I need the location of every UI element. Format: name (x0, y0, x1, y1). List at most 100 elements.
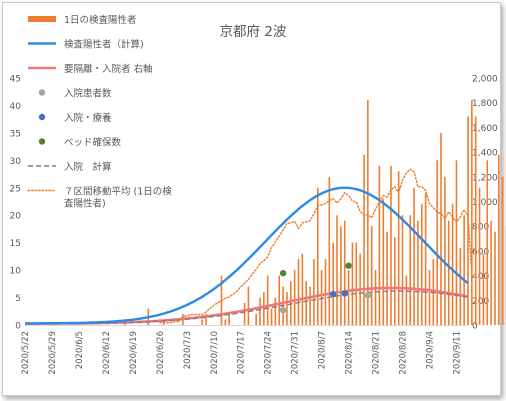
legend-item-hosp_calc: 入院 計算 (28, 161, 112, 173)
daily-positive-bar (471, 99, 473, 325)
legend-label-line: 入院・療養 (64, 112, 112, 124)
legend-label-line: 入院患者数 (64, 88, 112, 100)
daily-positive-bar (490, 220, 492, 325)
daily-positive-bar (228, 314, 230, 325)
left-axis-tick-label: 10 (10, 267, 22, 277)
legend-swatch (28, 16, 56, 22)
daily-positive-bar (459, 248, 462, 325)
legend-label: 入院・療養 (64, 112, 112, 124)
positive-calc-curve (25, 186, 469, 325)
legend-item-inpatients: 入院患者数 (38, 88, 112, 100)
daily-positive-bar (305, 281, 308, 325)
x-axis-tick-label: 2020/6/12 (102, 331, 112, 375)
daily-positive-bar (436, 160, 438, 325)
x-axis-tick-label: 2020/9/11 (452, 331, 462, 375)
x-axis-tick-label: 2020/5/29 (48, 331, 58, 375)
x-axis-tick-label: 2020/6/19 (129, 331, 139, 375)
left-axis-tick-label: 5 (15, 294, 21, 304)
daily-positive-bar (455, 160, 458, 325)
daily-positive-bar (313, 259, 315, 325)
legend-item-daily: 1日の検査陽性者 (28, 14, 137, 26)
x-axis-tick-label: 2020/7/31 (291, 331, 301, 375)
legend-label: ７区間移動平均 (1日の検査陽性者) (64, 186, 172, 210)
x-axis-tick-label: 2020/5/22 (21, 331, 31, 375)
x-axis-tick-label: 2020/7/3 (183, 331, 193, 369)
hospitalized-calc-curve (25, 290, 469, 325)
daily-positive-bar (447, 220, 450, 325)
x-axis-tick-label: 2020/8/28 (399, 331, 409, 375)
x-axis-tick-label: 2020/9/4 (425, 331, 435, 369)
chart-title: 京都府 2波 (220, 24, 287, 40)
daily-positive-bar (451, 204, 454, 325)
x-axis-tick-label: 2020/6/26 (156, 331, 166, 375)
daily-positive-bar (205, 314, 207, 325)
left-axis-tick-label: 40 (10, 102, 22, 112)
daily-positive-bar (328, 176, 331, 325)
x-axis-tick-label: 2020/8/14 (345, 331, 355, 375)
legend-label: 入院患者数 (64, 88, 112, 100)
legend-label-line: 入院 計算 (64, 161, 112, 173)
legend-label-line: 検査陽性者（計算) (64, 39, 144, 51)
daily-positive-bar (255, 314, 257, 325)
legend-label-line: 要隔離・入院者 右軸 (64, 63, 153, 75)
daily-positive-bar (290, 281, 292, 325)
daily-positive-bar (309, 286, 311, 325)
left-axis-tick-label: 0 (15, 322, 21, 332)
legend-label: 要隔離・入院者 右軸 (64, 63, 153, 75)
recuperation-marker (329, 290, 337, 298)
inpatients-marker (364, 292, 372, 299)
x-axis-tick-label: 2020/7/24 (264, 331, 274, 375)
daily-positive-bar (444, 176, 446, 325)
daily-positive-bar (243, 303, 246, 325)
legend-label: 1日の検査陽性者 (64, 14, 137, 26)
daily-positive-bar (417, 220, 419, 325)
daily-positive-bar (320, 270, 323, 325)
inpatients-marker (279, 306, 287, 314)
daily-positive-bar (482, 253, 485, 325)
daily-positive-bar (278, 275, 281, 325)
x-axis-tick-label: 2020/7/10 (210, 331, 220, 375)
beds-marker (279, 269, 287, 277)
daily-positive-bar (351, 242, 354, 325)
daily-positive-bar (386, 231, 388, 325)
legend-label: ベッド確保数 (64, 137, 122, 149)
chart-frame (2, 2, 501, 396)
right-axis-tick-label: 1,800 (472, 99, 498, 109)
right-axis-tick-label: 1,400 (472, 149, 498, 159)
daily-positive-bar (420, 204, 423, 325)
legend-label-line: ベッド確保数 (64, 137, 122, 149)
daily-positive-bar (224, 319, 227, 325)
daily-positive-bar (293, 270, 296, 325)
x-axis-tick-label: 2020/8/7 (318, 331, 328, 369)
daily-positive-bar (259, 297, 261, 325)
right-axis-tick-label: 400 (472, 272, 489, 282)
legend-item-fit: 検査陽性者（計算) (28, 39, 144, 51)
right-axis-tick-label: 1,200 (472, 173, 498, 183)
daily-positive-bar (374, 270, 377, 325)
daily-positive-bar (498, 154, 500, 325)
left-axis-tick-label: 30 (10, 157, 22, 167)
legend-swatch (38, 113, 46, 121)
daily-positive-bar (347, 270, 350, 325)
recuperation-marker (341, 290, 348, 297)
x-axis-tick-label: 2020/8/21 (372, 331, 382, 375)
daily-positive-bar (355, 242, 358, 325)
left-axis-tick-label: 35 (10, 129, 21, 139)
daily-positive-bar (340, 226, 342, 325)
daily-positive-bar (263, 292, 265, 325)
daily-positive-bar (274, 297, 277, 325)
legend-item-hosp: 要隔離・入院者 右軸 (28, 63, 153, 75)
daily-positive-bar (324, 259, 327, 325)
left-axis-tick-label: 20 (10, 212, 22, 222)
daily-positive-bar (266, 275, 269, 325)
moving-average-line (159, 168, 473, 324)
hospitalized-curve (25, 286, 469, 325)
right-axis-tick-label: 200 (472, 297, 489, 307)
daily-positive-bar (463, 215, 465, 325)
daily-positive-bar (474, 116, 477, 325)
right-axis-tick-label: 600 (472, 247, 489, 257)
daily-positive-bar (428, 270, 431, 325)
beds-marker (345, 262, 352, 269)
legend-item-beds: ベッド確保数 (38, 137, 122, 149)
